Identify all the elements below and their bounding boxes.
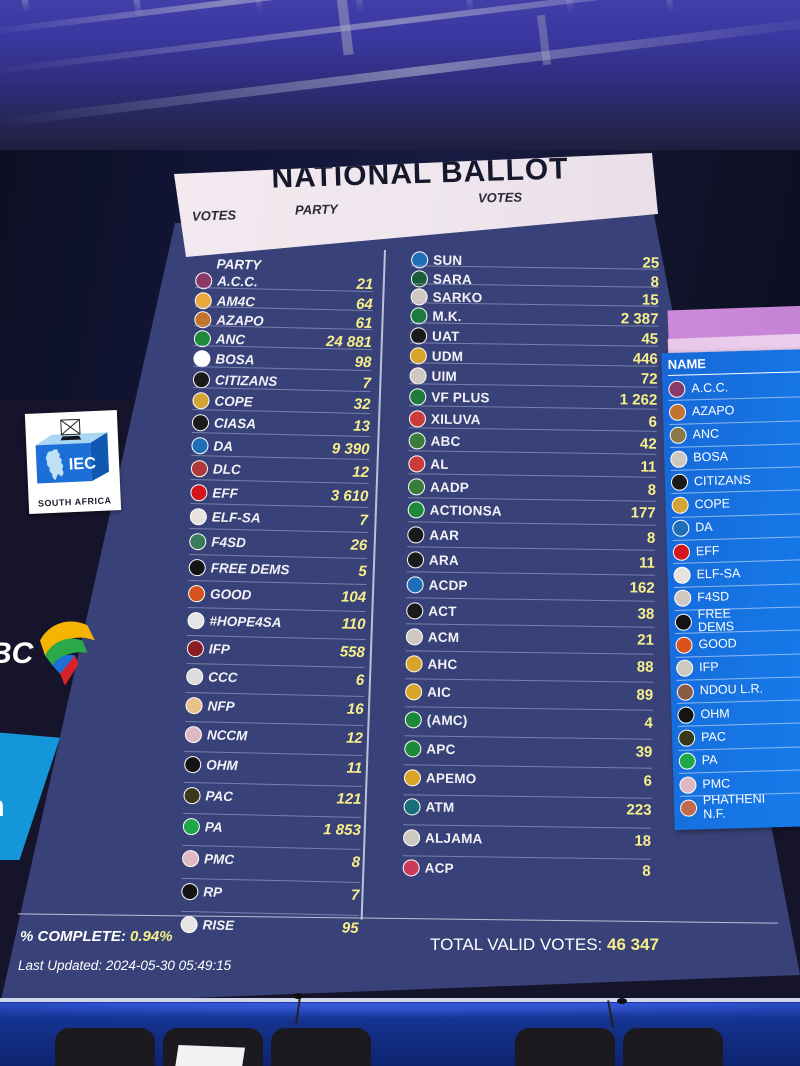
svg-text:IEC: IEC (68, 454, 96, 473)
svg-text:BC: BC (0, 637, 35, 670)
